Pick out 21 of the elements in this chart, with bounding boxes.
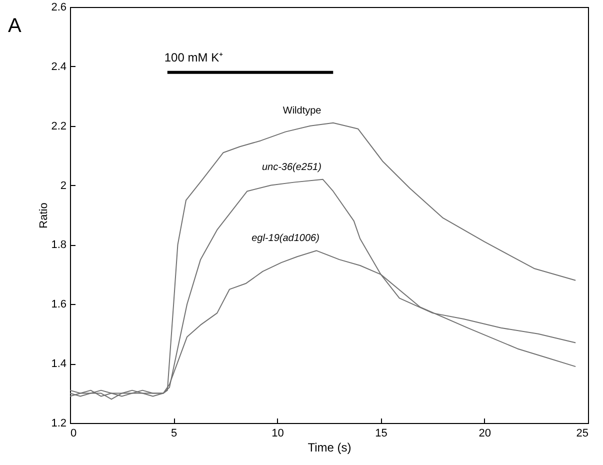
series-label: egl-19(ad1006): [252, 233, 320, 244]
y-tick-label: 2.2: [51, 120, 66, 132]
x-tick-label: 25: [576, 428, 588, 440]
y-tick-label: 1.4: [51, 358, 66, 370]
x-tick-label: 15: [375, 428, 388, 440]
y-tick-label: 1.2: [51, 418, 66, 430]
series-label: Wildtype: [282, 105, 322, 116]
y-tick-label: 2: [60, 180, 66, 192]
series-label: unc-36(e251): [262, 162, 322, 173]
y-tick-label: 1.8: [51, 239, 66, 252]
x-tick-label: 5: [171, 428, 178, 440]
x-tick-label: 0: [70, 428, 77, 440]
y-tick-label: 1.6: [51, 298, 66, 311]
y-tick-label: 2.6: [51, 2, 66, 14]
x-axis-title: Time (s): [308, 440, 352, 454]
y-tick-label: 2.4: [51, 60, 66, 73]
text: A: [8, 15, 22, 37]
x-tick-label: 10: [272, 428, 284, 440]
x-tick-label: 20: [478, 428, 492, 440]
series-label: 100 mM K⁺: [164, 50, 224, 64]
y-axis-title: Ratio: [38, 202, 50, 228]
